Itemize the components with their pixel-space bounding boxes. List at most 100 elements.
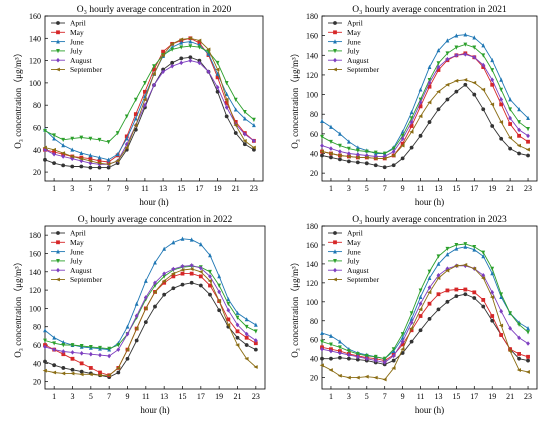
data-point <box>517 322 521 327</box>
data-point <box>427 77 432 83</box>
data-point <box>253 347 258 352</box>
data-point <box>107 353 112 359</box>
data-point <box>161 49 165 54</box>
x-tick-label: 23 <box>252 392 260 401</box>
y-tick-label: 60 <box>310 336 318 345</box>
data-point <box>507 349 513 353</box>
legend-item: July <box>51 47 83 56</box>
data-point <box>169 41 175 46</box>
data-point <box>207 279 212 283</box>
data-point <box>79 164 84 169</box>
data-point <box>52 133 56 138</box>
chart-title: O₃ hourly average concentration in 2021 <box>352 5 507 15</box>
data-point <box>427 269 432 274</box>
data-point <box>333 267 337 273</box>
data-point <box>427 100 432 105</box>
data-point <box>328 151 333 156</box>
data-point <box>244 335 249 340</box>
data-point <box>106 140 111 145</box>
data-point <box>244 331 249 337</box>
x-tick-label: 21 <box>232 184 240 193</box>
data-point <box>320 346 324 352</box>
data-point <box>133 97 138 102</box>
data-point <box>56 249 60 254</box>
data-point <box>471 80 477 85</box>
data-point <box>329 356 333 361</box>
data-point <box>400 332 405 337</box>
data-point <box>337 153 342 158</box>
y-tick-label: 120 <box>306 279 318 288</box>
legend-item: September <box>51 65 103 74</box>
data-point <box>329 155 333 160</box>
data-point <box>391 146 396 151</box>
data-point <box>400 342 405 347</box>
legend-label: August <box>347 56 370 65</box>
data-point <box>61 154 66 159</box>
data-point <box>61 349 66 354</box>
data-point <box>436 276 441 281</box>
data-point <box>179 56 184 61</box>
data-point <box>52 151 56 157</box>
data-point <box>472 296 477 300</box>
data-point <box>152 64 156 69</box>
data-point <box>198 269 203 274</box>
data-point <box>409 116 414 121</box>
data-point <box>373 358 378 363</box>
data-point <box>333 49 337 54</box>
series-line <box>321 34 529 154</box>
x-tick-label: 15 <box>177 184 185 193</box>
data-point <box>56 267 60 273</box>
data-point <box>427 275 432 281</box>
data-point <box>463 32 468 37</box>
legend-label: September <box>347 65 380 74</box>
data-point <box>508 146 513 151</box>
legend-item: August <box>51 266 93 275</box>
data-point <box>418 114 423 119</box>
data-point <box>436 64 441 70</box>
data-point <box>481 272 486 278</box>
chart-panel: O₃ hourly average concentration in 2022 2… <box>13 215 266 415</box>
data-point <box>355 375 360 380</box>
chart-panel: O₃ hourly average concentration in 2023 2… <box>290 215 538 415</box>
data-point <box>436 292 441 297</box>
data-point <box>320 153 324 158</box>
data-point <box>490 124 495 128</box>
x-axis-label: hour (h) <box>139 197 168 207</box>
data-point <box>244 356 249 361</box>
data-point <box>217 308 222 313</box>
data-point <box>52 136 56 141</box>
data-point <box>97 137 102 143</box>
data-point <box>382 356 387 361</box>
data-point <box>226 307 231 313</box>
data-point <box>436 272 441 278</box>
data-point <box>508 311 513 316</box>
x-tick-label: 15 <box>452 184 460 193</box>
data-point <box>143 278 148 283</box>
data-point <box>373 156 378 161</box>
y-tick-label: 140 <box>29 268 41 277</box>
y-tick-label: 60 <box>310 130 318 139</box>
data-point <box>481 254 486 259</box>
data-point <box>454 243 459 248</box>
data-point <box>88 136 93 141</box>
data-point <box>97 373 102 378</box>
data-point <box>56 39 60 44</box>
data-point <box>189 280 194 285</box>
y-tick-label: 140 <box>29 34 41 43</box>
data-point <box>55 67 60 72</box>
data-point <box>97 165 102 170</box>
data-point <box>253 341 258 346</box>
data-point <box>233 97 238 102</box>
x-tick-label: 13 <box>159 184 167 193</box>
data-point <box>472 54 477 60</box>
data-point <box>373 150 378 155</box>
data-point <box>445 268 450 273</box>
x-tick-label: 15 <box>179 392 187 401</box>
data-point <box>499 136 504 141</box>
data-point <box>161 279 167 283</box>
data-point <box>43 344 47 350</box>
legend-item: September <box>328 275 380 284</box>
data-point <box>418 294 423 299</box>
data-point <box>338 345 342 350</box>
data-point <box>391 149 396 154</box>
